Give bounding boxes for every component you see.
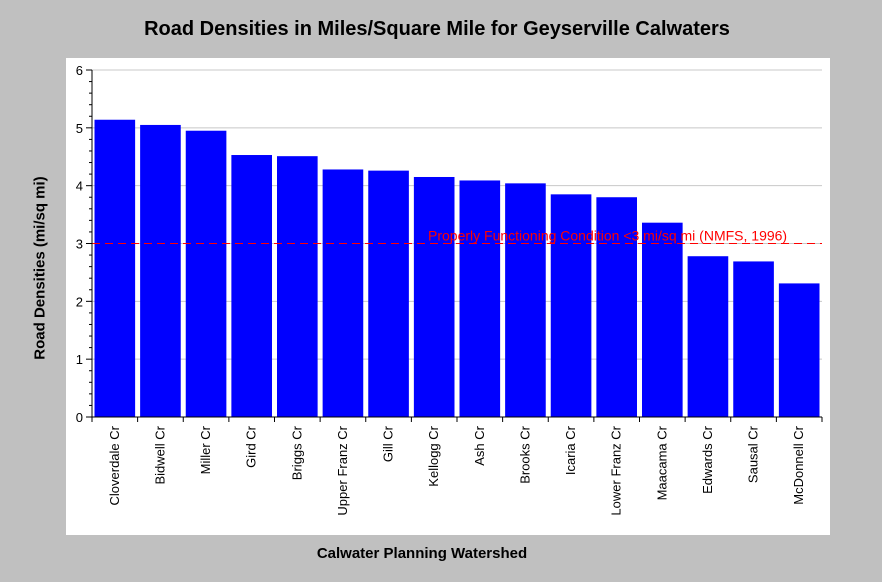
bar xyxy=(322,169,364,417)
y-tick-label: 6 xyxy=(76,63,83,78)
x-tick-label: Ash Cr xyxy=(472,425,487,465)
x-tick-label: Icaria Cr xyxy=(563,425,578,475)
y-tick-label: 1 xyxy=(76,352,83,367)
y-tick-label: 3 xyxy=(76,237,83,252)
x-tick-label: Brooks Cr xyxy=(517,425,532,483)
bar xyxy=(642,222,683,417)
x-axis-title: Calwater Planning Watershed xyxy=(316,545,528,562)
bar xyxy=(185,130,227,417)
x-tick-label: McDonnell Cr xyxy=(791,425,806,504)
reference-line-group: Properly Functioning Condition <3 mi/sq … xyxy=(92,228,822,244)
x-tick-label: Miller Cr xyxy=(198,425,213,474)
y-tick-label: 5 xyxy=(76,121,83,136)
bar xyxy=(140,124,181,418)
x-tick-label: Kellogg Cr xyxy=(426,425,441,486)
x-tick-label: Cloverdale Cr xyxy=(107,425,122,505)
axes xyxy=(86,69,823,422)
bars xyxy=(94,119,820,418)
y-tick-label: 2 xyxy=(76,294,83,309)
chart-title: Road Densities in Miles/Square Mile for … xyxy=(144,18,730,40)
bar xyxy=(778,283,820,417)
bar xyxy=(687,256,729,417)
bar xyxy=(505,183,546,417)
x-tick-label: Upper Franz Cr xyxy=(335,425,350,515)
bar xyxy=(231,155,272,417)
x-tick-label: Gill Cr xyxy=(381,425,396,462)
x-tick-label: Gird Cr xyxy=(244,425,259,468)
reference-line-label: Properly Functioning Condition <3 mi/sq … xyxy=(428,228,787,244)
x-tick-label: Bidwell Cr xyxy=(152,425,167,484)
x-tick-label: Lower Franz Cr xyxy=(609,425,624,515)
x-tick-label: Maacama Cr xyxy=(654,425,669,500)
x-tick-label: Sausal Cr xyxy=(746,425,761,483)
x-tick-label: Edwards Cr xyxy=(700,425,715,494)
bar xyxy=(459,180,501,417)
y-tick-label: 0 xyxy=(76,410,83,425)
bar xyxy=(368,170,409,417)
bar xyxy=(596,197,637,417)
bar xyxy=(94,119,136,417)
bar xyxy=(413,176,455,417)
bar xyxy=(277,156,318,417)
y-tick-label: 4 xyxy=(76,179,83,194)
tick-labels: 0 1 2 3 4 5 6 Cloverdale Cr Bidwell Cr Miller Cr G… xyxy=(76,63,806,516)
x-tick-label: Briggs Cr xyxy=(289,425,304,480)
bar xyxy=(733,261,774,417)
bar xyxy=(550,194,592,417)
